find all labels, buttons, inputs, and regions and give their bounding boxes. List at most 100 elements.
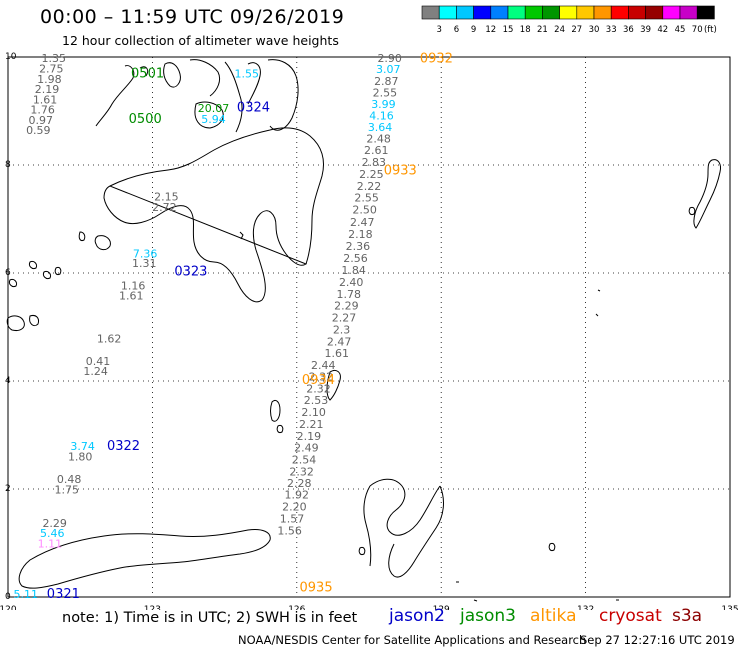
island-shape (78, 231, 86, 241)
pass-time-label: 0934 (302, 373, 335, 388)
wave-height-label: 1.61 (33, 93, 58, 106)
legend-tick-label: 36 (623, 25, 634, 35)
pass-time-label: 0501 (131, 67, 164, 82)
legend-tick-label: 24 (554, 25, 565, 35)
wave-height-label: 1.57 (280, 512, 305, 525)
wave-height-label: 2.3 (333, 323, 351, 336)
wave-height-label: 0.41 (86, 355, 111, 368)
lat-tick-label: 6 (5, 268, 11, 278)
wave-height-label: 0.48 (57, 473, 82, 486)
wave-height-label: 5.94 (201, 113, 226, 126)
island-shape (189, 59, 243, 133)
legend-tick-label: 42 (657, 25, 668, 35)
footer-note: note: 1) Time is in UTC; 2) SWH is in fe… (62, 610, 358, 626)
wave-height-label: 3.64 (368, 121, 393, 134)
graticule (7, 56, 731, 598)
island-shape (239, 231, 619, 602)
wave-height-label: 2.55 (373, 86, 398, 99)
pass-time-label: 0932 (420, 51, 453, 66)
legend-swatch (696, 5, 715, 20)
wave-height-label: 2.61 (364, 144, 389, 157)
wave-height-label: 2.75 (39, 63, 64, 76)
lon-tick-label: 129 (433, 605, 450, 610)
legend-tick-label: 9 (471, 25, 476, 35)
lon-tick-label: 132 (577, 605, 594, 610)
wave-height-label: 1.11 (38, 537, 63, 550)
wave-height-label: 1.56 (277, 524, 302, 537)
legend-jason2: jason2 (389, 606, 445, 626)
wave-height-label: 2.36 (346, 240, 371, 253)
wave-height-label: 1.92 (285, 489, 310, 502)
wave-height-label: 1.62 (97, 333, 122, 346)
island-shape (6, 315, 39, 331)
island-shape (363, 478, 444, 578)
wave-height-label: 3.07 (376, 63, 401, 76)
wave-height-label: 2.29 (42, 517, 67, 530)
wave-height-label: 1.31 (132, 257, 157, 270)
wave-height-label: 2.54 (292, 454, 317, 467)
lat-tick-label: 2 (5, 484, 11, 494)
wave-height-label: 2.56 (343, 252, 368, 265)
wave-height-label: 2.32 (306, 382, 331, 395)
wave-height-label: 1.24 (83, 365, 108, 378)
wave-height-label: 2.87 (374, 75, 399, 88)
island-shape (18, 529, 271, 589)
island-shape (548, 543, 556, 551)
island-shape (326, 369, 341, 401)
island-shape (95, 65, 149, 127)
wave-height-label: 2.10 (301, 406, 326, 419)
wave-height-label: 2.44 (311, 359, 336, 372)
wave-height-label: 1.76 (30, 104, 55, 117)
wave-height-label: 2.32 (289, 466, 314, 479)
wave-height-label: 1.84 (341, 264, 366, 277)
island-shape (94, 235, 111, 251)
lon-tick-label: 135 (721, 605, 738, 610)
legend-tick-label: 33 (606, 25, 617, 35)
pass-time-label: 0935 (300, 581, 333, 596)
pass-time-label: 0322 (107, 439, 140, 454)
wave-height-label: 0.97 (28, 114, 53, 127)
wave-height-label: 1.61 (325, 347, 350, 360)
legend-altika: altika (530, 606, 577, 626)
island-shape (194, 101, 224, 129)
wave-height-label: 5.46 (40, 527, 65, 540)
wave-height-label: 2.19 (297, 430, 322, 443)
island-shape (270, 399, 281, 422)
wave-height-label: 2.50 (352, 204, 377, 217)
legend-tick-label: 21 (537, 25, 548, 35)
wave-height-label: 1.16 (121, 280, 146, 293)
legend-tick-label: 12 (485, 25, 496, 35)
wave-height-label: 2.48 (366, 132, 391, 145)
wave-height-label: 2.47 (327, 335, 352, 348)
lat-tick-label: 0 (5, 592, 11, 602)
wave-height-label: 2.18 (348, 228, 373, 241)
wave-height-label: 5.11 (14, 588, 39, 601)
legend-tick-label: 70 (692, 25, 703, 35)
wave-height-label: 2.19 (35, 83, 60, 96)
island-shape (9, 261, 62, 287)
legend-tick-label: 39 (640, 25, 651, 35)
lat-tick-label: 4 (5, 376, 11, 386)
wave-height-label: 2.55 (354, 192, 379, 205)
island-shape (276, 425, 284, 433)
wave-height-label: 7.36 (133, 247, 158, 260)
legend-unit: (ft) (704, 25, 717, 35)
wave-height-label: 1.75 (54, 483, 79, 496)
lon-tick-label: 120 (0, 605, 17, 610)
legend-cryosat: cryosat (599, 606, 662, 626)
wave-height-label: 2.27 (332, 312, 357, 325)
wave-height-label: 2.28 (287, 477, 312, 490)
legend-tick-label: 18 (520, 25, 531, 35)
wave-height-label: 1.78 (337, 288, 362, 301)
pass-time-label: 0324 (237, 101, 270, 116)
wave-height-label: 2.53 (304, 394, 329, 407)
wave-height-label: 2.29 (334, 300, 359, 313)
legend-s3a: s3a (672, 606, 703, 626)
color-legend: 3 6 9 12 15 18 21 24 27 30 33 36 39 42 45 70 (ft) (421, 5, 717, 35)
wave-height-label: 2.20 (282, 501, 307, 514)
coastline (6, 59, 721, 602)
island-shape (267, 59, 299, 131)
wave-height-label: 2.25 (359, 168, 384, 181)
render-timestamp: Sep 27 12:27:16 UTC 2019 (580, 633, 735, 647)
